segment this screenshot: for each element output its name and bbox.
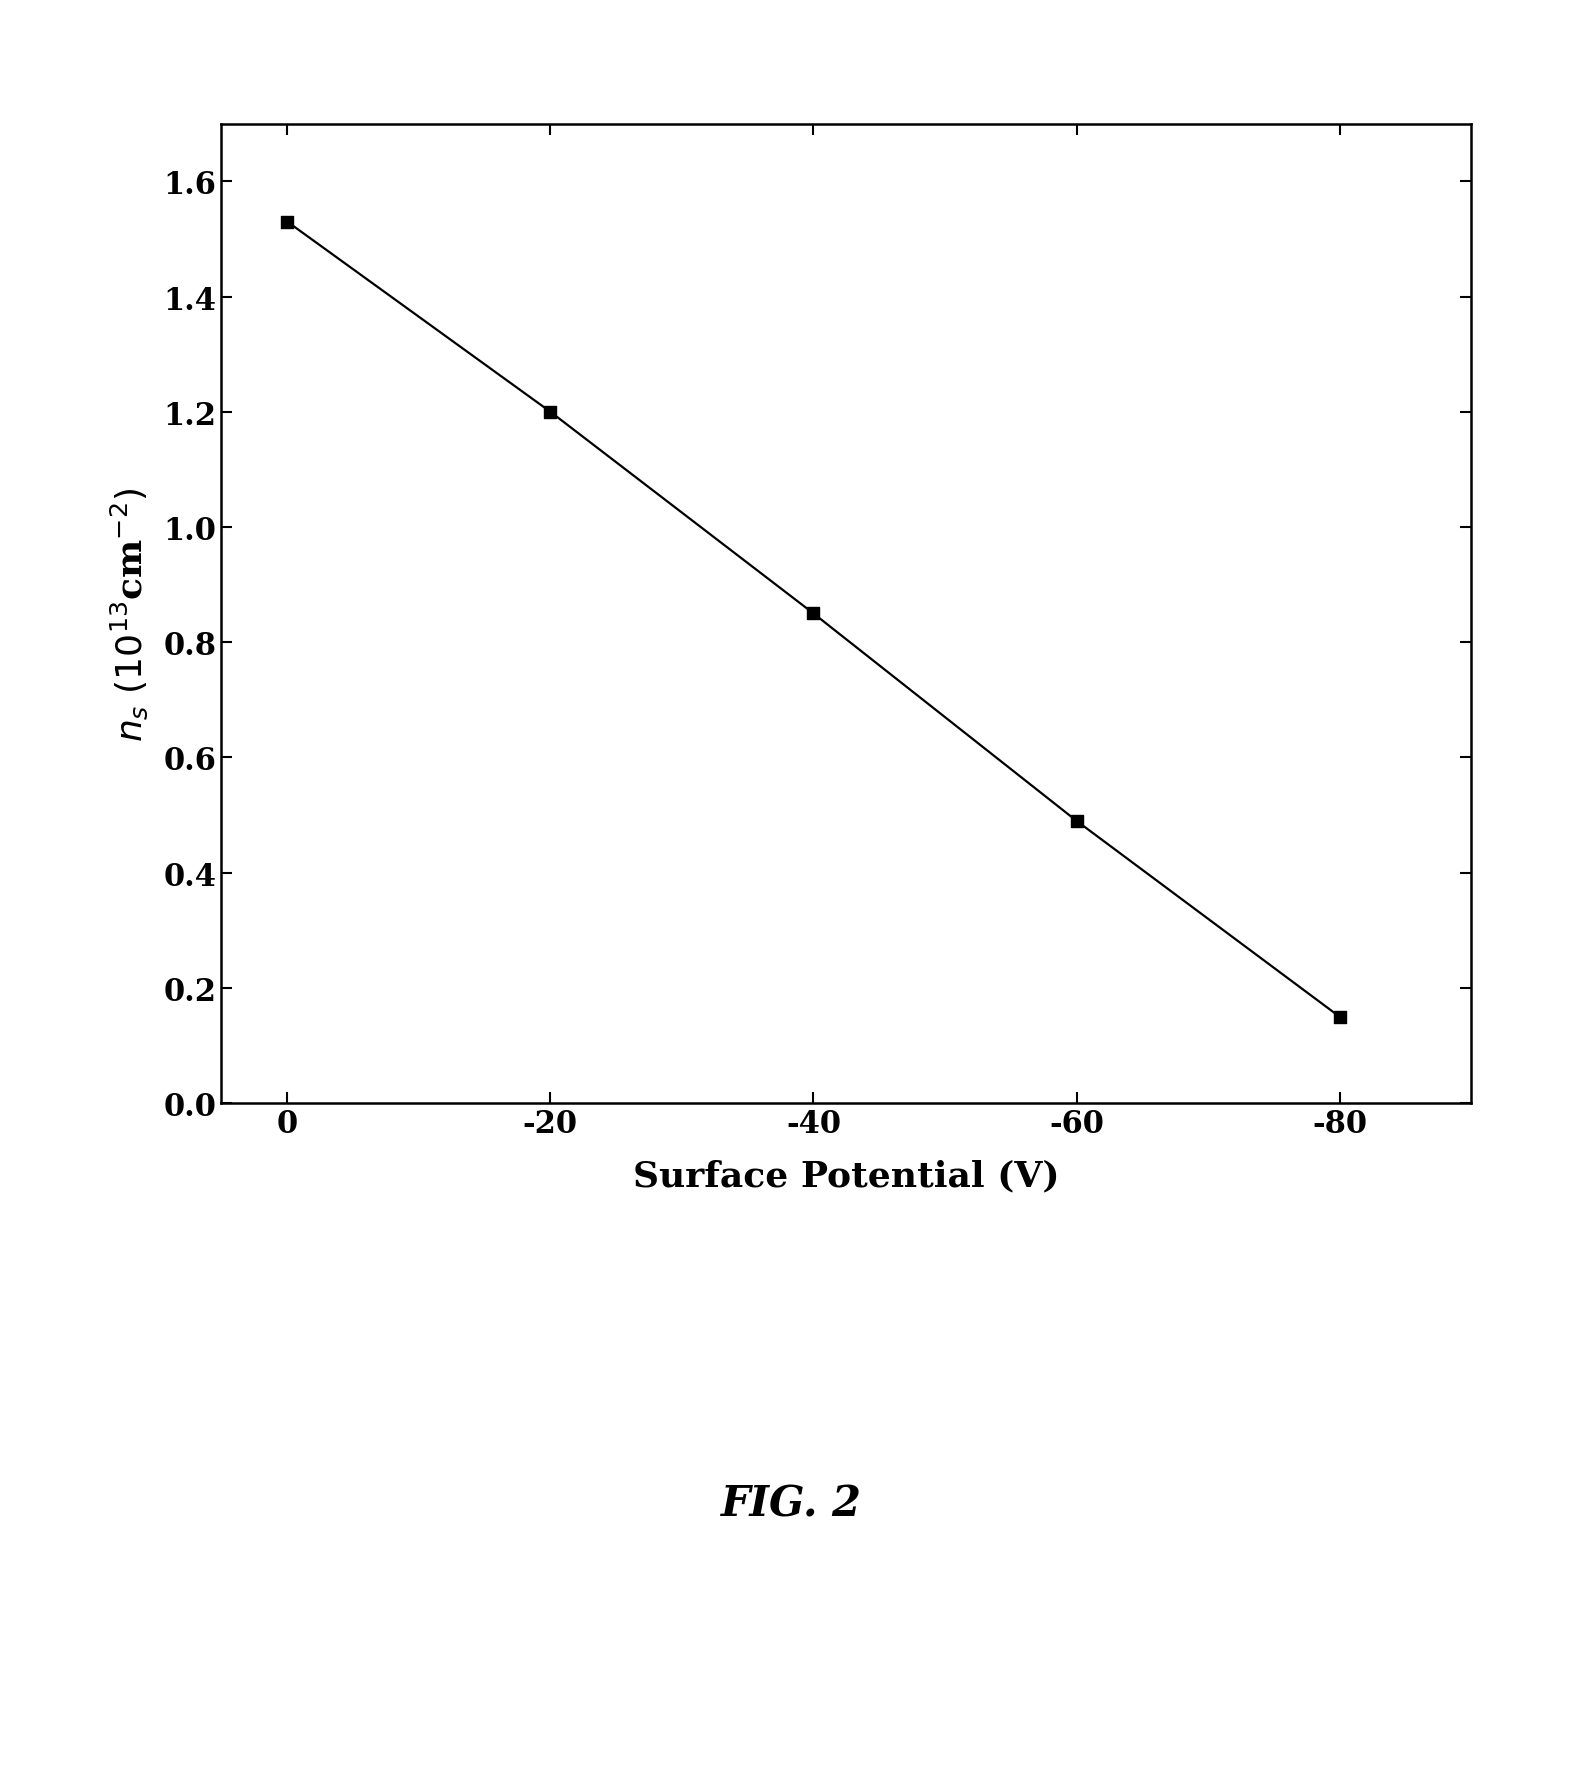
Point [538,399,563,427]
Y-axis label: $n_s\ (10^{13}$cm$^{-2})$: $n_s\ (10^{13}$cm$^{-2})$ [108,488,150,740]
X-axis label: Surface Potential (V): Surface Potential (V) [633,1159,1060,1193]
Point [275,208,301,237]
Text: FIG. 2: FIG. 2 [720,1483,862,1525]
Point [1065,806,1090,835]
Point [1327,1002,1353,1031]
Point [800,600,826,628]
